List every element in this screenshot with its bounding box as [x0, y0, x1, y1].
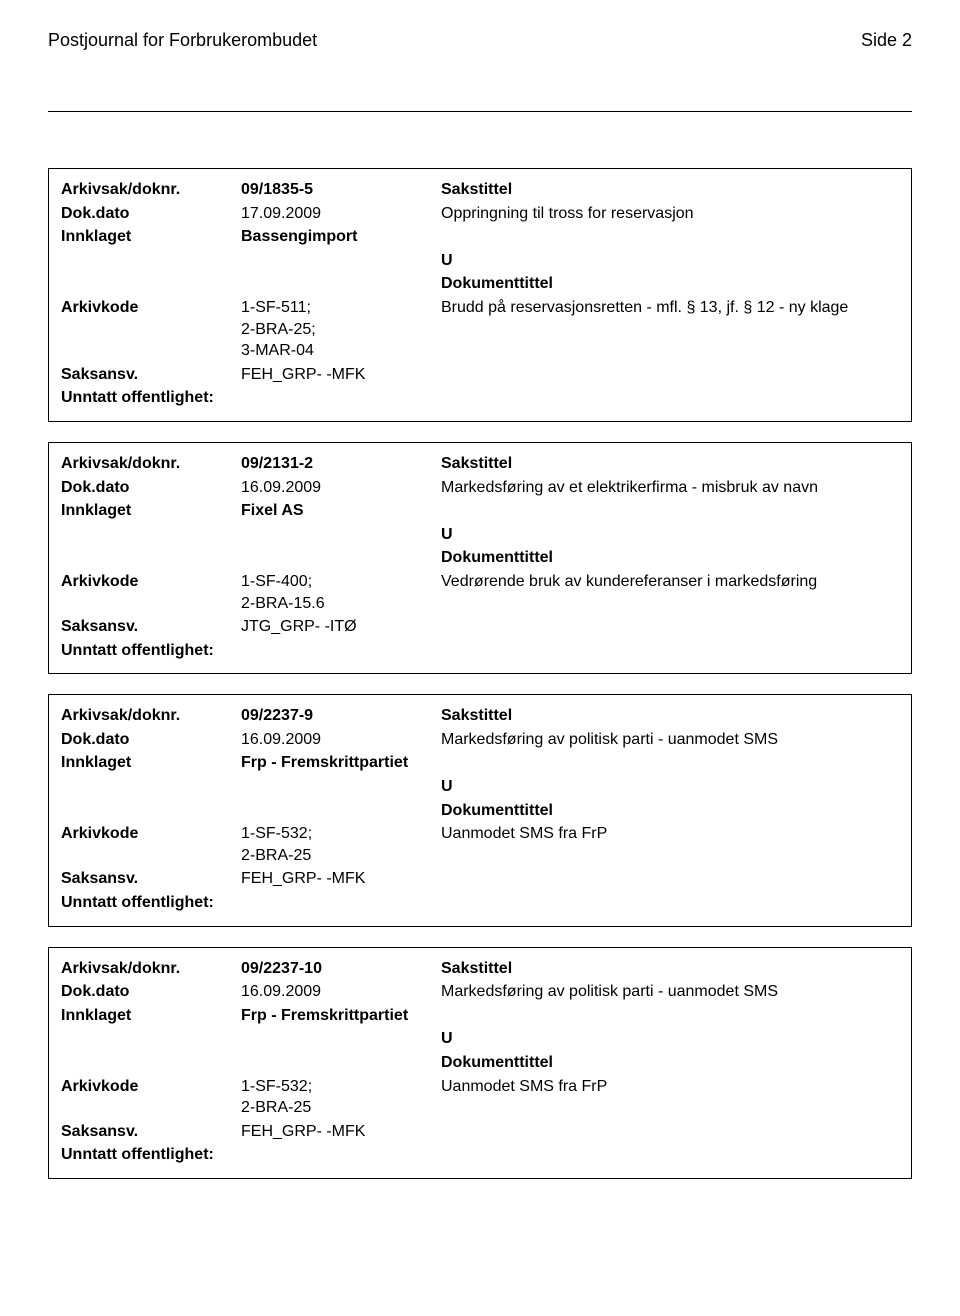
dokdato-label: Dok.dato: [61, 729, 241, 751]
innklaget-label: Innklaget: [61, 752, 241, 774]
arkivsak-value: 09/1835-5: [241, 179, 441, 201]
innklaget-value: Fixel AS: [241, 500, 441, 522]
u-marker: U: [441, 776, 899, 798]
arkivsak-value: 09/2131-2: [241, 453, 441, 475]
innklaget-value: Bassengimport: [241, 226, 441, 248]
arkivsak-value: 09/2237-9: [241, 705, 441, 727]
arkivkode-label: Arkivkode: [61, 823, 241, 845]
innklaget-value: Frp - Fremskrittpartiet: [241, 752, 441, 774]
unntatt-label: Unntatt offentlighet:: [61, 387, 214, 409]
unntatt-label: Unntatt offentlighet:: [61, 892, 214, 914]
unntatt-label: Unntatt offentlighet:: [61, 1144, 214, 1166]
sakstittel-value: Markedsføring av et elektrikerfirma - mi…: [441, 477, 899, 499]
saksansv-value: FEH_GRP- -MFK: [241, 868, 441, 890]
arkivsak-label: Arkivsak/doknr.: [61, 453, 241, 475]
arkivkode-value: 1-SF-532;2-BRA-25: [241, 823, 441, 866]
sakstittel-label: Sakstittel: [441, 453, 899, 475]
dokumenttittel-value: Vedrørende bruk av kundereferanser i mar…: [441, 571, 899, 593]
saksansv-label: Saksansv.: [61, 868, 241, 890]
innklaget-value: Frp - Fremskrittpartiet: [241, 1005, 441, 1027]
sakstittel-value: Markedsføring av politisk parti - uanmod…: [441, 981, 899, 1003]
journal-entry: Arkivsak/doknr. 09/2237-9 Sakstittel Dok…: [48, 694, 912, 926]
sakstittel-value: Markedsføring av politisk parti - uanmod…: [441, 729, 899, 751]
saksansv-value: FEH_GRP- -MFK: [241, 1121, 441, 1143]
u-marker: U: [441, 524, 899, 546]
sakstittel-label: Sakstittel: [441, 179, 899, 201]
sakstittel-label: Sakstittel: [441, 958, 899, 980]
u-marker: U: [441, 250, 899, 272]
dokdato-label: Dok.dato: [61, 477, 241, 499]
entries-list: Arkivsak/doknr. 09/1835-5 Sakstittel Dok…: [48, 168, 912, 1179]
saksansv-label: Saksansv.: [61, 364, 241, 386]
dokumenttittel-label: Dokumenttittel: [441, 1052, 899, 1074]
journal-entry: Arkivsak/doknr. 09/2131-2 Sakstittel Dok…: [48, 442, 912, 674]
journal-entry: Arkivsak/doknr. 09/2237-10 Sakstittel Do…: [48, 947, 912, 1179]
header-divider: [48, 111, 912, 112]
arkivsak-label: Arkivsak/doknr.: [61, 705, 241, 727]
dokumenttittel-value: Uanmodet SMS fra FrP: [441, 823, 899, 845]
dokumenttittel-label: Dokumenttittel: [441, 273, 899, 295]
page-header: Postjournal for Forbrukerombudet Side 2: [48, 30, 912, 51]
dokumenttittel-value: Brudd på reservasjonsretten - mfl. § 13,…: [441, 297, 899, 319]
saksansv-label: Saksansv.: [61, 616, 241, 638]
journal-entry: Arkivsak/doknr. 09/1835-5 Sakstittel Dok…: [48, 168, 912, 422]
arkivkode-label: Arkivkode: [61, 571, 241, 593]
dokdato-value: 17.09.2009: [241, 203, 441, 225]
saksansv-value: FEH_GRP- -MFK: [241, 364, 441, 386]
u-marker: U: [441, 1028, 899, 1050]
dokdato-value: 16.09.2009: [241, 981, 441, 1003]
sakstittel-label: Sakstittel: [441, 705, 899, 727]
journal-title: Postjournal for Forbrukerombudet: [48, 30, 317, 51]
unntatt-label: Unntatt offentlighet:: [61, 640, 214, 662]
arkivkode-label: Arkivkode: [61, 297, 241, 319]
arkivkode-value: 1-SF-511;2-BRA-25;3-MAR-04: [241, 297, 441, 362]
dokumenttittel-label: Dokumenttittel: [441, 800, 899, 822]
saksansv-value: JTG_GRP- -ITØ: [241, 616, 441, 638]
arkivsak-label: Arkivsak/doknr.: [61, 958, 241, 980]
innklaget-label: Innklaget: [61, 500, 241, 522]
innklaget-label: Innklaget: [61, 226, 241, 248]
saksansv-label: Saksansv.: [61, 1121, 241, 1143]
arkivkode-value: 1-SF-400;2-BRA-15.6: [241, 571, 441, 614]
dokdato-value: 16.09.2009: [241, 477, 441, 499]
dokdato-label: Dok.dato: [61, 981, 241, 1003]
arkivsak-label: Arkivsak/doknr.: [61, 179, 241, 201]
arkivkode-value: 1-SF-532;2-BRA-25: [241, 1076, 441, 1119]
dokumenttittel-value: Uanmodet SMS fra FrP: [441, 1076, 899, 1098]
arkivkode-label: Arkivkode: [61, 1076, 241, 1098]
page-number: Side 2: [861, 30, 912, 51]
dokumenttittel-label: Dokumenttittel: [441, 547, 899, 569]
sakstittel-value: Oppringning til tross for reservasjon: [441, 203, 899, 225]
dokdato-value: 16.09.2009: [241, 729, 441, 751]
arkivsak-value: 09/2237-10: [241, 958, 441, 980]
dokdato-label: Dok.dato: [61, 203, 241, 225]
innklaget-label: Innklaget: [61, 1005, 241, 1027]
